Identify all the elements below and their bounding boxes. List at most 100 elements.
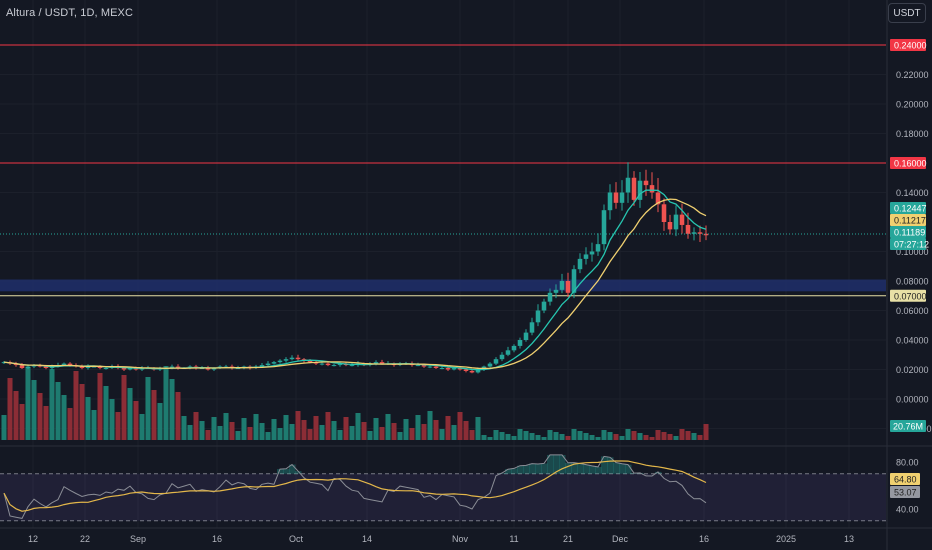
volume-bar: [493, 430, 499, 440]
rsi-overbought-fill: [595, 466, 602, 474]
candle-body: [49, 366, 55, 369]
volume-bar: [595, 437, 601, 440]
volume-bar: [127, 388, 133, 440]
candle-body: [349, 365, 355, 367]
y-tick-label: 0.08000: [896, 277, 929, 287]
candle-body: [379, 362, 385, 364]
volume-bar: [43, 406, 49, 440]
rsi-overbought-fill: [535, 463, 542, 474]
candle-body: [535, 310, 541, 323]
volume-bar: [637, 433, 643, 440]
candle-body: [205, 368, 211, 370]
candle-body: [505, 350, 511, 355]
volume-bar: [613, 434, 619, 440]
volume-bar: [649, 437, 655, 440]
candle-body: [427, 366, 433, 368]
candle-body: [265, 363, 271, 366]
candle-body: [553, 289, 559, 293]
level-price-tag: [890, 157, 926, 169]
volume-bar: [103, 386, 109, 440]
volume-bar: [667, 434, 673, 440]
rsi-overbought-fill: [553, 454, 560, 474]
candle-body: [679, 214, 685, 225]
volume-bar: [409, 428, 415, 440]
volume-bar: [109, 399, 115, 440]
candle-body: [277, 360, 283, 363]
volume-bar: [697, 435, 703, 440]
candle-body: [445, 368, 451, 370]
candle-body: [103, 368, 109, 370]
candle-body: [607, 192, 613, 211]
volume-bar: [349, 426, 355, 440]
volume-bar: [445, 416, 451, 440]
level-price-tag: [890, 289, 926, 302]
rsi-overbought-fill: [571, 462, 578, 474]
volume-tag: [890, 420, 926, 432]
level-price-label: 0.07000: [894, 291, 927, 301]
y-tick-label: 0.00000: [896, 395, 929, 405]
candle-body: [61, 363, 67, 366]
volume-bar: [181, 416, 187, 440]
volume-bar: [211, 417, 217, 440]
rsi-overbought-fill: [517, 465, 524, 474]
rsi-value-label: 64.80: [894, 475, 917, 485]
candle-body: [511, 345, 517, 351]
rsi-band: [0, 473, 886, 521]
volume-bar: [331, 421, 337, 440]
volume-bar: [235, 431, 241, 440]
volume-bar: [655, 430, 661, 440]
volume-bar: [25, 367, 31, 440]
rsi-overbought-fill: [523, 465, 530, 474]
y-tick-label: 0.22000: [896, 70, 929, 80]
rsi-overbought-fill: [547, 454, 554, 474]
candle-body: [463, 369, 469, 371]
candle-body: [541, 301, 547, 311]
volume-bar: [205, 430, 211, 440]
x-tick-label: 11: [509, 534, 518, 544]
volume-bar: [163, 366, 169, 440]
volume-bar: [373, 418, 379, 440]
candle-body: [703, 233, 709, 236]
volume-bar: [85, 397, 91, 440]
volume-bar: [73, 371, 79, 440]
volume-bar: [169, 379, 175, 440]
volume-bar: [433, 420, 439, 440]
rsi-overbought-fill: [295, 471, 302, 474]
countdown-label: 07:27:12: [894, 240, 929, 250]
rsi-overbought-fill: [577, 463, 584, 474]
level-price-tag: [890, 39, 926, 51]
candle-body: [31, 365, 37, 367]
volume-bar: [271, 419, 277, 440]
volume-bar: [691, 433, 697, 440]
volume-bar: [607, 432, 613, 440]
candle-body: [649, 185, 655, 193]
volume-bar: [151, 390, 157, 440]
x-tick-label: Sep: [130, 534, 146, 544]
x-tick-label: 14: [362, 534, 372, 544]
currency-button[interactable]: USDT: [888, 3, 926, 23]
volume-bar: [55, 382, 61, 440]
x-tick-label: Nov: [452, 534, 469, 544]
candle-body: [211, 368, 217, 370]
candle-body: [487, 363, 493, 367]
volume-bar: [481, 435, 487, 440]
volume-bar: [49, 369, 55, 440]
volume-bar: [253, 414, 259, 440]
countdown-tag: [890, 238, 926, 250]
volume-bar: [7, 378, 13, 440]
volume-bar: [1, 415, 7, 440]
volume-bar: [283, 415, 289, 440]
volume-bar: [145, 377, 151, 440]
price-tag: [890, 226, 926, 238]
volume-bar: [439, 429, 445, 440]
volume-bar: [79, 384, 85, 440]
candle-body: [595, 244, 601, 252]
rsi-overbought-fill: [565, 462, 572, 474]
volume-bar: [19, 404, 25, 440]
x-tick-label: 16: [699, 534, 709, 544]
price-tag-label: 0.12447: [894, 204, 927, 214]
volume-bar: [367, 431, 373, 440]
candle-body: [667, 222, 673, 230]
x-tick-label: 2025: [776, 534, 796, 544]
